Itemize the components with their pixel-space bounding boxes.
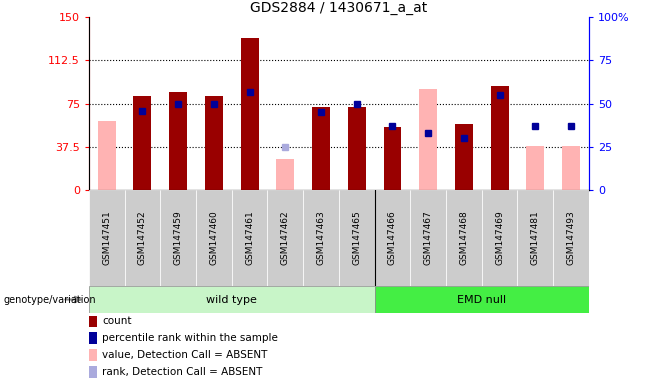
Bar <box>303 190 339 286</box>
Text: GSM147459: GSM147459 <box>174 211 183 265</box>
Bar <box>419 89 437 190</box>
Text: GSM147465: GSM147465 <box>352 211 361 265</box>
Bar <box>276 159 294 190</box>
Bar <box>312 107 330 190</box>
Text: GSM147468: GSM147468 <box>459 211 468 265</box>
Title: GDS2884 / 1430671_a_at: GDS2884 / 1430671_a_at <box>250 1 428 15</box>
Text: GSM147451: GSM147451 <box>102 211 111 265</box>
Text: GSM147466: GSM147466 <box>388 211 397 265</box>
Bar <box>411 190 446 286</box>
Bar <box>384 127 401 190</box>
Text: GSM147452: GSM147452 <box>138 211 147 265</box>
Bar <box>517 190 553 286</box>
Bar <box>169 92 187 190</box>
Text: genotype/variation: genotype/variation <box>3 295 96 305</box>
Bar <box>241 38 259 190</box>
Bar <box>98 121 116 190</box>
Text: GSM147461: GSM147461 <box>245 211 254 265</box>
Bar <box>562 146 580 190</box>
Text: GSM147493: GSM147493 <box>567 211 576 265</box>
Bar <box>482 190 517 286</box>
Text: value, Detection Call = ABSENT: value, Detection Call = ABSENT <box>102 350 267 360</box>
Text: GSM147463: GSM147463 <box>316 211 326 265</box>
Bar <box>455 124 473 190</box>
Text: percentile rank within the sample: percentile rank within the sample <box>102 333 278 343</box>
Bar <box>134 96 151 190</box>
Text: rank, Detection Call = ABSENT: rank, Detection Call = ABSENT <box>102 367 263 377</box>
Text: GSM147467: GSM147467 <box>424 211 433 265</box>
Bar <box>491 86 509 190</box>
Text: GSM147481: GSM147481 <box>531 211 540 265</box>
Bar <box>348 107 366 190</box>
Text: EMD null: EMD null <box>457 295 506 305</box>
Text: GSM147469: GSM147469 <box>495 211 504 265</box>
Bar <box>196 190 232 286</box>
Bar <box>374 286 589 313</box>
Bar <box>374 190 411 286</box>
Bar <box>124 190 161 286</box>
Bar <box>205 96 223 190</box>
Text: count: count <box>102 316 132 326</box>
Bar <box>446 190 482 286</box>
Bar <box>553 190 589 286</box>
Bar <box>526 146 544 190</box>
Bar <box>161 190 196 286</box>
Text: wild type: wild type <box>206 295 257 305</box>
Bar <box>89 286 374 313</box>
Bar <box>267 190 303 286</box>
Text: GSM147462: GSM147462 <box>281 211 290 265</box>
Bar <box>232 190 267 286</box>
Bar <box>339 190 374 286</box>
Text: GSM147460: GSM147460 <box>209 211 218 265</box>
Bar <box>89 190 124 286</box>
